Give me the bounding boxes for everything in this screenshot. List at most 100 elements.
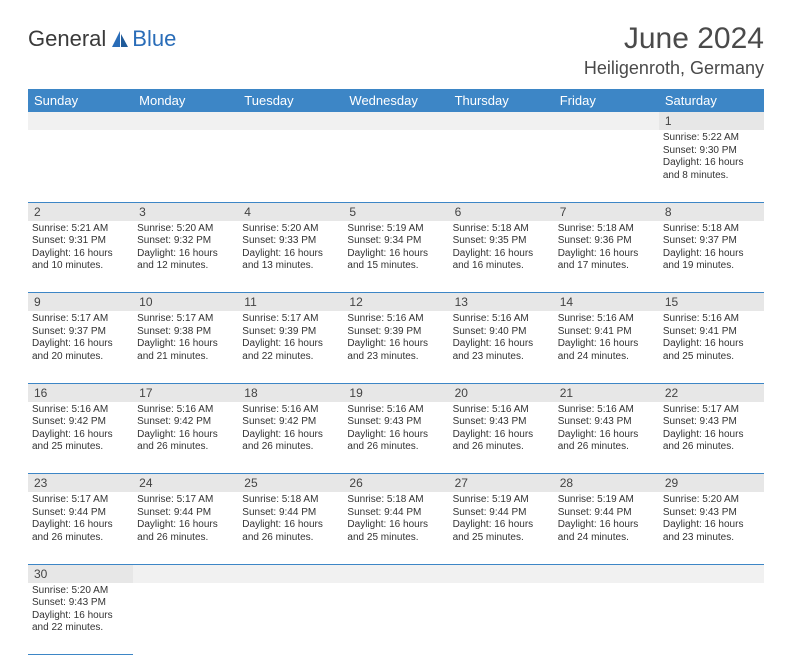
day-details: Sunrise: 5:19 AMSunset: 9:34 PMDaylight:…: [347, 223, 444, 273]
daylight-line: Daylight: 16 hours: [663, 157, 760, 170]
sunrise-line: Sunrise: 5:16 AM: [558, 404, 655, 417]
content-row: Sunrise: 5:16 AM Sunset: 9:42 PM Daylight:…: [28, 402, 764, 474]
daylight-line: and 22 minutes.: [32, 622, 129, 635]
day-cell: Sunrise: 5:20 AMSunset: 9:33 PMDaylight:…: [238, 221, 343, 293]
daylight-line: Daylight: 16 hours: [558, 248, 655, 261]
sunrise-line: Sunrise: 5:20 AM: [137, 223, 234, 236]
day-cell-blank: [659, 583, 764, 655]
day-number-cell: 11: [238, 293, 343, 312]
day-number-cell: 24: [133, 474, 238, 493]
day-number-cell: 26: [343, 474, 448, 493]
sunrise-line: Sunrise: 5:16 AM: [663, 313, 760, 326]
day-details: Sunrise: 5:20 AMSunset: 9:32 PMDaylight:…: [137, 223, 234, 273]
day-number-cell: 12: [343, 293, 448, 312]
day-cell: Sunrise: 5:17 AMSunset: 9:37 PMDaylight:…: [28, 311, 133, 383]
day-number-cell: 2: [28, 202, 133, 221]
daylight-line: Daylight: 16 hours: [242, 338, 339, 351]
weekday-header: Thursday: [449, 89, 554, 112]
day-cell: Sunrise: 5:16 AMSunset: 9:42 PMDaylight:…: [133, 402, 238, 474]
day-cell: Sunrise: 5:20 AMSunset: 9:32 PMDaylight:…: [133, 221, 238, 293]
sunrise-line: Sunrise: 5:18 AM: [663, 223, 760, 236]
day-cell: Sunrise: 5:20 AMSunset: 9:43 PMDaylight:…: [28, 583, 133, 655]
daylight-line: Daylight: 16 hours: [32, 429, 129, 442]
daynum-row: 16171819202122: [28, 383, 764, 402]
sunset-line: Sunset: 9:37 PM: [663, 235, 760, 248]
sunrise-line: Sunrise: 5:17 AM: [242, 313, 339, 326]
day-details: Sunrise: 5:17 AMSunset: 9:37 PMDaylight:…: [32, 313, 129, 363]
day-number-cell: 19: [343, 383, 448, 402]
sunset-line: Sunset: 9:43 PM: [32, 597, 129, 610]
day-details: Sunrise: 5:22 AMSunset: 9:30 PMDaylight:…: [663, 132, 760, 182]
weekday-header: Saturday: [659, 89, 764, 112]
weekday-header-row: SundayMondayTuesdayWednesdayThursdayFrid…: [28, 89, 764, 112]
day-cell: Sunrise: 5:16 AMSunset: 9:41 PMDaylight:…: [659, 311, 764, 383]
title-block: June 2024 Heiligenroth, Germany: [584, 22, 764, 79]
day-number-cell: 4: [238, 202, 343, 221]
daylight-line: and 24 minutes.: [558, 351, 655, 364]
day-cell: Sunrise: 5:16 AMSunset: 9:40 PMDaylight:…: [449, 311, 554, 383]
daylight-line: and 20 minutes.: [32, 351, 129, 364]
daylight-line: Daylight: 16 hours: [347, 248, 444, 261]
sunrise-line: Sunrise: 5:19 AM: [558, 494, 655, 507]
day-cell: Sunrise: 5:16 AMSunset: 9:41 PMDaylight:…: [554, 311, 659, 383]
sunrise-line: Sunrise: 5:16 AM: [242, 404, 339, 417]
sunset-line: Sunset: 9:34 PM: [347, 235, 444, 248]
sunrise-line: Sunrise: 5:18 AM: [242, 494, 339, 507]
daylight-line: and 23 minutes.: [663, 532, 760, 545]
day-cell: Sunrise: 5:17 AMSunset: 9:43 PMDaylight:…: [659, 402, 764, 474]
day-cell: Sunrise: 5:19 AMSunset: 9:44 PMDaylight:…: [554, 492, 659, 564]
sunrise-line: Sunrise: 5:17 AM: [32, 494, 129, 507]
day-number-cell: 28: [554, 474, 659, 493]
day-number-blank: [554, 564, 659, 583]
day-number-cell: 8: [659, 202, 764, 221]
daylight-line: and 13 minutes.: [242, 260, 339, 273]
daylight-line: Daylight: 16 hours: [242, 519, 339, 532]
weekday-header: Sunday: [28, 89, 133, 112]
daynum-row: 1: [28, 112, 764, 130]
sunset-line: Sunset: 9:44 PM: [453, 507, 550, 520]
daylight-line: and 23 minutes.: [453, 351, 550, 364]
day-cell: Sunrise: 5:16 AMSunset: 9:43 PMDaylight:…: [343, 402, 448, 474]
daylight-line: and 26 minutes.: [663, 441, 760, 454]
logo-text-general: General: [28, 26, 106, 52]
day-number-cell: 22: [659, 383, 764, 402]
sunset-line: Sunset: 9:42 PM: [137, 416, 234, 429]
day-number-cell: 1: [659, 112, 764, 130]
sunrise-line: Sunrise: 5:16 AM: [347, 404, 444, 417]
sunset-line: Sunset: 9:33 PM: [242, 235, 339, 248]
day-details: Sunrise: 5:16 AMSunset: 9:43 PMDaylight:…: [453, 404, 550, 454]
day-cell: Sunrise: 5:17 AMSunset: 9:44 PMDaylight:…: [28, 492, 133, 564]
sunset-line: Sunset: 9:39 PM: [347, 326, 444, 339]
day-cell-blank: [133, 130, 238, 202]
sunset-line: Sunset: 9:38 PM: [137, 326, 234, 339]
day-cell-blank: [28, 130, 133, 202]
day-details: Sunrise: 5:16 AMSunset: 9:43 PMDaylight:…: [558, 404, 655, 454]
daylight-line: and 26 minutes.: [347, 441, 444, 454]
day-number-cell: 7: [554, 202, 659, 221]
daynum-row: 9101112131415: [28, 293, 764, 312]
day-details: Sunrise: 5:18 AMSunset: 9:36 PMDaylight:…: [558, 223, 655, 273]
daylight-line: and 23 minutes.: [347, 351, 444, 364]
day-cell: Sunrise: 5:16 AMSunset: 9:43 PMDaylight:…: [449, 402, 554, 474]
day-details: Sunrise: 5:21 AMSunset: 9:31 PMDaylight:…: [32, 223, 129, 273]
daylight-line: and 26 minutes.: [558, 441, 655, 454]
day-cell: Sunrise: 5:17 AMSunset: 9:38 PMDaylight:…: [133, 311, 238, 383]
sunset-line: Sunset: 9:31 PM: [32, 235, 129, 248]
day-number-cell: 10: [133, 293, 238, 312]
daylight-line: and 26 minutes.: [242, 441, 339, 454]
day-cell: Sunrise: 5:17 AMSunset: 9:39 PMDaylight:…: [238, 311, 343, 383]
day-details: Sunrise: 5:19 AMSunset: 9:44 PMDaylight:…: [558, 494, 655, 544]
daynum-row: 30: [28, 564, 764, 583]
sunset-line: Sunset: 9:35 PM: [453, 235, 550, 248]
sunrise-line: Sunrise: 5:16 AM: [347, 313, 444, 326]
day-details: Sunrise: 5:19 AMSunset: 9:44 PMDaylight:…: [453, 494, 550, 544]
day-number-cell: 3: [133, 202, 238, 221]
content-row: Sunrise: 5:20 AMSunset: 9:43 PMDaylight:…: [28, 583, 764, 655]
sunrise-line: Sunrise: 5:16 AM: [453, 404, 550, 417]
sunset-line: Sunset: 9:40 PM: [453, 326, 550, 339]
sunrise-line: Sunrise: 5:17 AM: [32, 313, 129, 326]
calendar-table: SundayMondayTuesdayWednesdayThursdayFrid…: [28, 89, 764, 655]
weekday-header: Friday: [554, 89, 659, 112]
day-number-cell: 14: [554, 293, 659, 312]
day-cell-blank: [238, 583, 343, 655]
